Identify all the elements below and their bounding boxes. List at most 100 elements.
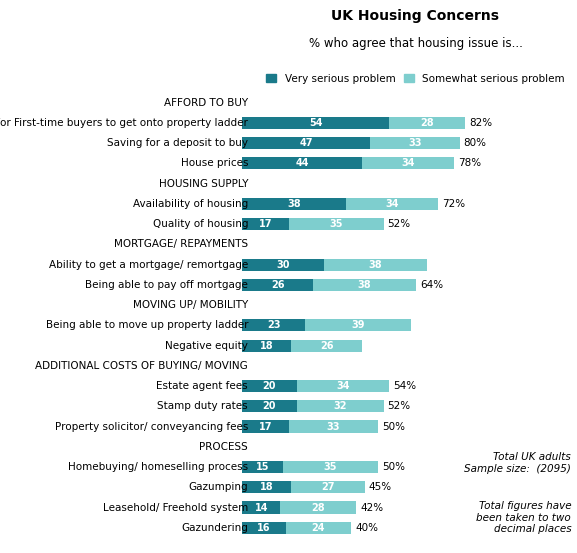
Text: Leasehold/ Freehold system: Leasehold/ Freehold system <box>103 503 248 513</box>
Bar <box>242 380 297 392</box>
Text: 20: 20 <box>263 401 276 411</box>
Bar <box>242 461 283 473</box>
Text: Homebuying/ homeselling process: Homebuying/ homeselling process <box>68 462 248 472</box>
Text: 64%: 64% <box>420 280 443 290</box>
Bar <box>242 259 324 270</box>
Text: 38: 38 <box>369 259 382 270</box>
Text: 82%: 82% <box>469 118 492 128</box>
Text: 42%: 42% <box>361 503 384 513</box>
Text: 23: 23 <box>267 320 280 330</box>
Text: 16: 16 <box>257 523 271 533</box>
Text: 33: 33 <box>327 421 340 431</box>
Text: 28: 28 <box>312 503 325 513</box>
Text: Availability of housing: Availability of housing <box>133 199 248 209</box>
Text: 20: 20 <box>263 381 276 391</box>
Text: 18: 18 <box>260 482 273 492</box>
Text: AFFORD TO BUY: AFFORD TO BUY <box>164 98 248 108</box>
Text: 54%: 54% <box>393 381 416 391</box>
Text: Quality of housing: Quality of housing <box>152 219 248 229</box>
Text: Property solicitor/ conveyancing fees: Property solicitor/ conveyancing fees <box>55 421 248 431</box>
Bar <box>305 319 411 331</box>
Bar <box>389 117 465 129</box>
Text: HOUSING SUPPLY: HOUSING SUPPLY <box>159 179 248 189</box>
Bar <box>291 340 362 352</box>
Bar <box>288 218 384 230</box>
Text: 24: 24 <box>312 523 325 533</box>
Bar <box>370 137 459 149</box>
Text: 17: 17 <box>258 421 272 431</box>
Bar <box>242 319 305 331</box>
Bar <box>242 400 297 413</box>
Bar <box>242 117 389 129</box>
Text: 52%: 52% <box>388 401 411 411</box>
Text: 50%: 50% <box>382 421 405 431</box>
Bar <box>242 137 370 149</box>
Text: 28: 28 <box>420 118 434 128</box>
Text: 32: 32 <box>334 401 347 411</box>
Text: Negative equity: Negative equity <box>165 341 248 351</box>
Bar <box>283 461 378 473</box>
Text: 72%: 72% <box>442 199 465 209</box>
Text: 38: 38 <box>358 280 372 290</box>
Text: 35: 35 <box>324 462 338 472</box>
Text: 30: 30 <box>276 259 290 270</box>
Text: 14: 14 <box>254 503 268 513</box>
Bar <box>242 340 291 352</box>
Text: 34: 34 <box>401 158 415 168</box>
Bar <box>242 481 291 493</box>
Bar <box>313 279 416 291</box>
Bar <box>242 502 280 514</box>
Bar <box>286 521 351 534</box>
Text: 44: 44 <box>295 158 309 168</box>
Bar <box>242 420 288 432</box>
Text: 52%: 52% <box>388 219 411 229</box>
Text: UK Housing Concerns: UK Housing Concerns <box>331 9 500 23</box>
Text: 15: 15 <box>256 462 269 472</box>
Text: 39: 39 <box>351 320 365 330</box>
Text: MORTGAGE/ REPAYMENTS: MORTGAGE/ REPAYMENTS <box>114 239 248 249</box>
Text: Being able to pay off mortgage: Being able to pay off mortgage <box>85 280 248 290</box>
Text: 35: 35 <box>329 219 343 229</box>
Text: 26: 26 <box>271 280 284 290</box>
Text: 34: 34 <box>336 381 350 391</box>
Text: Saving for a deposit to buy: Saving for a deposit to buy <box>107 138 248 148</box>
Bar <box>288 420 378 432</box>
Text: Gazumping: Gazumping <box>189 482 248 492</box>
Text: 26: 26 <box>320 341 334 351</box>
Legend: Very serious problem, Somewhat serious problem: Very serious problem, Somewhat serious p… <box>261 69 569 88</box>
Text: 33: 33 <box>408 138 422 148</box>
Bar <box>280 502 357 514</box>
Text: 50%: 50% <box>382 462 405 472</box>
Bar <box>242 279 313 291</box>
Text: % who agree that housing issue is...: % who agree that housing issue is... <box>309 37 522 50</box>
Text: 80%: 80% <box>464 138 486 148</box>
Bar <box>297 380 389 392</box>
Text: ADDITIONAL COSTS OF BUYING/ MOVING: ADDITIONAL COSTS OF BUYING/ MOVING <box>35 361 248 371</box>
Bar <box>242 157 362 169</box>
Text: Gazundering: Gazundering <box>181 523 248 533</box>
Text: Ability to get a mortgage/ remortgage: Ability to get a mortgage/ remortgage <box>49 259 248 270</box>
Bar <box>297 400 384 413</box>
Text: 45%: 45% <box>369 482 392 492</box>
Text: Estate agent fees: Estate agent fees <box>156 381 248 391</box>
Bar <box>291 481 365 493</box>
Text: 40%: 40% <box>355 523 378 533</box>
Text: Being able to move up property ladder: Being able to move up property ladder <box>46 320 248 330</box>
Text: House prices: House prices <box>181 158 248 168</box>
Text: Total figures have
been taken to two
decimal places: Total figures have been taken to two dec… <box>477 501 571 534</box>
Text: 27: 27 <box>321 482 335 492</box>
Bar <box>346 198 438 210</box>
Text: PROCESS: PROCESS <box>200 442 248 452</box>
Text: MOVING UP/ MOBILITY: MOVING UP/ MOBILITY <box>133 300 248 310</box>
Bar <box>242 521 286 534</box>
Text: Stamp duty rates: Stamp duty rates <box>158 401 248 411</box>
Bar <box>242 198 346 210</box>
Bar <box>242 218 288 230</box>
Bar <box>324 259 427 270</box>
Text: 34: 34 <box>385 199 399 209</box>
Text: 38: 38 <box>287 199 301 209</box>
Text: 47: 47 <box>299 138 313 148</box>
Bar <box>362 157 454 169</box>
Text: 54: 54 <box>309 118 323 128</box>
Text: 17: 17 <box>258 219 272 229</box>
